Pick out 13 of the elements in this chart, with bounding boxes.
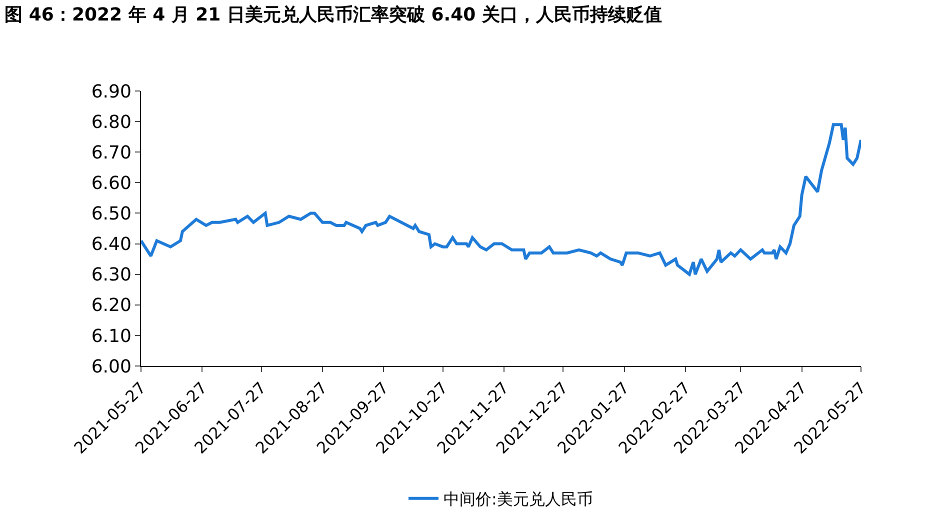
y-tick-label: 6.60	[91, 172, 132, 194]
y-tick-label: 6.50	[91, 204, 132, 225]
legend-label: 中间价:美元兑人民币	[444, 490, 593, 509]
chart-title: 图 46：2022 年 4 月 21 日美元兑人民币汇率突破 6.40 关口，人民币持续贬值	[4, 4, 662, 26]
y-tick-label: 6.20	[91, 295, 132, 316]
y-tick-label: 6.00	[91, 356, 132, 378]
y-tick-label: 6.90	[91, 81, 132, 102]
y-tick-label: 6.80	[91, 112, 132, 133]
y-tick-label: 6.70	[91, 142, 132, 164]
line-series	[141, 123, 861, 276]
y-tick-label: 6.10	[91, 326, 132, 347]
y-tick-label: 6.30	[91, 264, 132, 286]
y-tick-label: 6.40	[91, 234, 132, 256]
